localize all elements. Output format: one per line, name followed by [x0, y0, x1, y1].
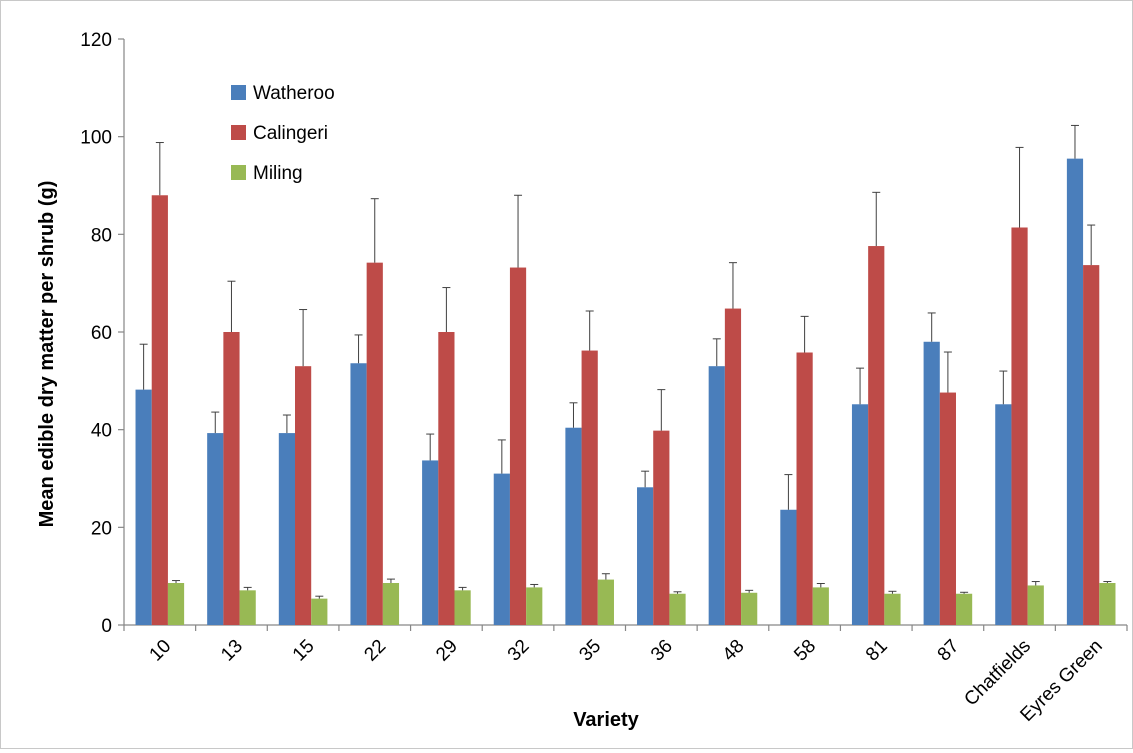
x-tick-label: 32 [504, 636, 534, 666]
y-axis-title: Mean edible dry matter per shrub (g) [36, 181, 58, 528]
bar-miling [454, 590, 471, 625]
x-tick-label: 87 [934, 636, 964, 666]
bar-calingeri [868, 246, 885, 625]
legend-swatch-calingeri [231, 125, 246, 140]
legend: Watheroo Calingeri Miling [231, 83, 335, 184]
bar-watheroo [422, 460, 439, 625]
bar-miling [526, 587, 543, 625]
y-tick-label: 0 [101, 616, 112, 637]
bar-calingeri [295, 366, 312, 625]
bar-calingeri [581, 350, 598, 625]
x-tick-label: Chatfields [960, 636, 1035, 711]
x-tick-label: 48 [719, 636, 749, 666]
x-tick-label: 29 [432, 636, 462, 666]
bar-calingeri [1083, 265, 1100, 625]
x-tick-label: 22 [360, 636, 390, 666]
bar-watheroo [923, 341, 940, 625]
x-tick-label: 81 [862, 636, 892, 666]
x-axis-title: Variety [573, 709, 639, 731]
legend-swatch-watheroo [231, 85, 246, 100]
x-tick-label: 36 [647, 636, 677, 666]
x-tick-label: 58 [790, 636, 820, 666]
bar-miling [1027, 585, 1044, 625]
legend-label-miling: Miling [253, 163, 303, 184]
bar-watheroo [1066, 158, 1084, 625]
bar-miling [597, 579, 614, 625]
bar-calingeri [223, 332, 240, 625]
bar-watheroo [207, 433, 224, 625]
bar-watheroo [565, 427, 582, 625]
bar-watheroo [350, 363, 367, 625]
y-tick-label: 100 [80, 128, 112, 149]
bar-miling [669, 593, 686, 625]
bar-calingeri [509, 267, 527, 625]
bar-watheroo [708, 366, 725, 625]
y-tick-label: 80 [91, 225, 112, 246]
bar-watheroo [135, 389, 152, 625]
bar-miling [1099, 583, 1116, 625]
bar-watheroo [780, 509, 797, 625]
bar-calingeri [1011, 227, 1028, 625]
bar-calingeri [939, 392, 956, 625]
bar-calingeri [366, 262, 383, 625]
bar-watheroo [995, 404, 1012, 625]
bar-calingeri [438, 332, 455, 625]
y-axis: 0 20 40 60 80 100 120 [80, 30, 125, 637]
x-tick-label: 13 [217, 636, 247, 666]
bar-miling [741, 592, 758, 625]
bar-miling [382, 583, 400, 625]
bar-miling [167, 583, 185, 625]
bar-watheroo [637, 487, 654, 625]
bar-calingeri [724, 308, 742, 625]
x-tick-label: 35 [575, 636, 605, 666]
legend-label-calingeri: Calingeri [253, 123, 328, 144]
bar-miling [955, 593, 973, 625]
bars-layer [135, 158, 1116, 625]
bar-miling [884, 593, 901, 625]
bar-calingeri [796, 352, 813, 625]
x-tick-label: 10 [146, 636, 176, 666]
y-tick-label: 20 [91, 518, 112, 539]
bar-calingeri [151, 195, 168, 625]
bar-watheroo [851, 404, 869, 625]
y-tick-label: 120 [80, 30, 112, 51]
error-bars-layer [139, 124, 1112, 599]
x-tick-label: 15 [289, 636, 319, 666]
bar-miling [239, 590, 256, 625]
bar-calingeri [653, 430, 670, 625]
bar-watheroo [278, 433, 296, 625]
bar-watheroo [493, 473, 510, 625]
y-tick-label: 40 [91, 421, 112, 442]
bar-miling [812, 587, 829, 625]
legend-swatch-miling [231, 165, 246, 180]
bar-miling [311, 598, 328, 625]
y-tick-label: 60 [91, 323, 112, 344]
legend-label-watheroo: Watheroo [253, 83, 335, 104]
